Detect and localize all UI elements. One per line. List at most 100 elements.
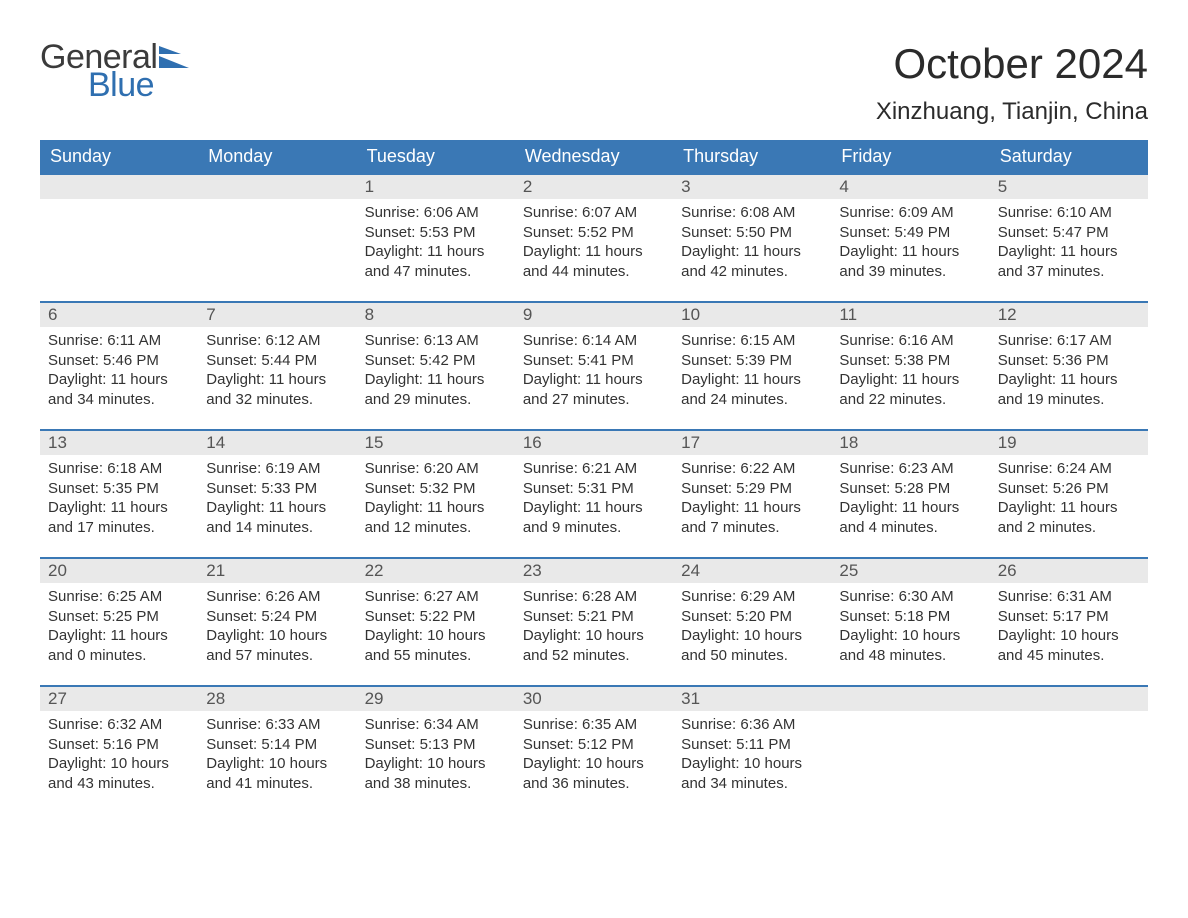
sunrise-line: Sunrise: 6:07 AM <box>523 203 665 223</box>
sunset-line: Sunset: 5:38 PM <box>839 351 981 371</box>
day-body: Sunrise: 6:17 AMSunset: 5:36 PMDaylight:… <box>990 327 1148 423</box>
sunset-line: Sunset: 5:12 PM <box>523 735 665 755</box>
day-body: Sunrise: 6:35 AMSunset: 5:12 PMDaylight:… <box>515 711 673 807</box>
daylight-line-1: Daylight: 10 hours <box>839 626 981 646</box>
day-cell: 6Sunrise: 6:11 AMSunset: 5:46 PMDaylight… <box>40 301 198 429</box>
daylight-line-2: and 27 minutes. <box>523 390 665 410</box>
day-cell: 5Sunrise: 6:10 AMSunset: 5:47 PMDaylight… <box>990 173 1148 301</box>
day-body: Sunrise: 6:13 AMSunset: 5:42 PMDaylight:… <box>357 327 515 423</box>
logo-word-blue: Blue <box>88 68 189 102</box>
sunrise-line: Sunrise: 6:28 AM <box>523 587 665 607</box>
day-cell <box>198 173 356 301</box>
daylight-line-1: Daylight: 10 hours <box>523 754 665 774</box>
day-number: 8 <box>357 303 515 327</box>
day-number: 23 <box>515 559 673 583</box>
sunset-line: Sunset: 5:16 PM <box>48 735 190 755</box>
day-number: 4 <box>831 175 989 199</box>
day-number: 14 <box>198 431 356 455</box>
day-cell: 16Sunrise: 6:21 AMSunset: 5:31 PMDayligh… <box>515 429 673 557</box>
sunrise-line: Sunrise: 6:14 AM <box>523 331 665 351</box>
day-cell: 27Sunrise: 6:32 AMSunset: 5:16 PMDayligh… <box>40 685 198 813</box>
daylight-line-1: Daylight: 11 hours <box>681 370 823 390</box>
sunrise-line: Sunrise: 6:22 AM <box>681 459 823 479</box>
sunrise-line: Sunrise: 6:20 AM <box>365 459 507 479</box>
sunset-line: Sunset: 5:24 PM <box>206 607 348 627</box>
day-cell: 8Sunrise: 6:13 AMSunset: 5:42 PMDaylight… <box>357 301 515 429</box>
day-cell <box>40 173 198 301</box>
sunrise-line: Sunrise: 6:27 AM <box>365 587 507 607</box>
weekday-header-cell: Sunday <box>40 140 198 173</box>
sunset-line: Sunset: 5:21 PM <box>523 607 665 627</box>
daylight-line-2: and 42 minutes. <box>681 262 823 282</box>
day-body: Sunrise: 6:09 AMSunset: 5:49 PMDaylight:… <box>831 199 989 295</box>
week-row: 27Sunrise: 6:32 AMSunset: 5:16 PMDayligh… <box>40 685 1148 813</box>
sunset-line: Sunset: 5:31 PM <box>523 479 665 499</box>
sunset-line: Sunset: 5:52 PM <box>523 223 665 243</box>
weekday-header-cell: Tuesday <box>357 140 515 173</box>
daylight-line-2: and 48 minutes. <box>839 646 981 666</box>
sunrise-line: Sunrise: 6:17 AM <box>998 331 1140 351</box>
day-cell: 10Sunrise: 6:15 AMSunset: 5:39 PMDayligh… <box>673 301 831 429</box>
weekday-header-cell: Monday <box>198 140 356 173</box>
daylight-line-1: Daylight: 10 hours <box>206 754 348 774</box>
daylight-line-2: and 43 minutes. <box>48 774 190 794</box>
day-cell: 29Sunrise: 6:34 AMSunset: 5:13 PMDayligh… <box>357 685 515 813</box>
daylight-line-1: Daylight: 11 hours <box>839 242 981 262</box>
day-number: 3 <box>673 175 831 199</box>
sunrise-line: Sunrise: 6:33 AM <box>206 715 348 735</box>
day-body: Sunrise: 6:26 AMSunset: 5:24 PMDaylight:… <box>198 583 356 679</box>
daylight-line-2: and 9 minutes. <box>523 518 665 538</box>
logo-flag-icon <box>159 46 189 68</box>
day-body: Sunrise: 6:20 AMSunset: 5:32 PMDaylight:… <box>357 455 515 551</box>
daylight-line-1: Daylight: 11 hours <box>206 370 348 390</box>
day-number: 29 <box>357 687 515 711</box>
daylight-line-2: and 34 minutes. <box>48 390 190 410</box>
sunset-line: Sunset: 5:20 PM <box>681 607 823 627</box>
week-row: 20Sunrise: 6:25 AMSunset: 5:25 PMDayligh… <box>40 557 1148 685</box>
sunset-line: Sunset: 5:44 PM <box>206 351 348 371</box>
sunrise-line: Sunrise: 6:10 AM <box>998 203 1140 223</box>
day-body: Sunrise: 6:12 AMSunset: 5:44 PMDaylight:… <box>198 327 356 423</box>
day-cell: 15Sunrise: 6:20 AMSunset: 5:32 PMDayligh… <box>357 429 515 557</box>
daylight-line-1: Daylight: 11 hours <box>365 242 507 262</box>
sunrise-line: Sunrise: 6:31 AM <box>998 587 1140 607</box>
daylight-line-1: Daylight: 10 hours <box>48 754 190 774</box>
day-cell: 20Sunrise: 6:25 AMSunset: 5:25 PMDayligh… <box>40 557 198 685</box>
day-number: 13 <box>40 431 198 455</box>
sunrise-line: Sunrise: 6:23 AM <box>839 459 981 479</box>
day-cell: 2Sunrise: 6:07 AMSunset: 5:52 PMDaylight… <box>515 173 673 301</box>
sunrise-line: Sunrise: 6:24 AM <box>998 459 1140 479</box>
day-cell: 22Sunrise: 6:27 AMSunset: 5:22 PMDayligh… <box>357 557 515 685</box>
daylight-line-1: Daylight: 11 hours <box>681 242 823 262</box>
daylight-line-1: Daylight: 10 hours <box>681 626 823 646</box>
daylight-line-1: Daylight: 11 hours <box>839 498 981 518</box>
daylight-line-2: and 0 minutes. <box>48 646 190 666</box>
day-body: Sunrise: 6:11 AMSunset: 5:46 PMDaylight:… <box>40 327 198 423</box>
day-body: Sunrise: 6:08 AMSunset: 5:50 PMDaylight:… <box>673 199 831 295</box>
day-body: Sunrise: 6:10 AMSunset: 5:47 PMDaylight:… <box>990 199 1148 295</box>
daylight-line-1: Daylight: 11 hours <box>365 370 507 390</box>
day-number: 12 <box>990 303 1148 327</box>
weekday-header-cell: Friday <box>831 140 989 173</box>
sunrise-line: Sunrise: 6:18 AM <box>48 459 190 479</box>
day-body: Sunrise: 6:34 AMSunset: 5:13 PMDaylight:… <box>357 711 515 807</box>
daylight-line-2: and 57 minutes. <box>206 646 348 666</box>
daylight-line-2: and 38 minutes. <box>365 774 507 794</box>
daylight-line-2: and 52 minutes. <box>523 646 665 666</box>
sunrise-line: Sunrise: 6:34 AM <box>365 715 507 735</box>
sunrise-line: Sunrise: 6:09 AM <box>839 203 981 223</box>
sunset-line: Sunset: 5:22 PM <box>365 607 507 627</box>
sunset-line: Sunset: 5:25 PM <box>48 607 190 627</box>
calendar: SundayMondayTuesdayWednesdayThursdayFrid… <box>40 140 1148 813</box>
day-number: 27 <box>40 687 198 711</box>
day-cell: 24Sunrise: 6:29 AMSunset: 5:20 PMDayligh… <box>673 557 831 685</box>
daylight-line-2: and 2 minutes. <box>998 518 1140 538</box>
header: General Blue October 2024 Xinzhuang, Tia… <box>40 40 1148 126</box>
day-cell <box>831 685 989 813</box>
day-number: 28 <box>198 687 356 711</box>
day-cell: 9Sunrise: 6:14 AMSunset: 5:41 PMDaylight… <box>515 301 673 429</box>
day-cell: 26Sunrise: 6:31 AMSunset: 5:17 PMDayligh… <box>990 557 1148 685</box>
day-body: Sunrise: 6:07 AMSunset: 5:52 PMDaylight:… <box>515 199 673 295</box>
sunrise-line: Sunrise: 6:11 AM <box>48 331 190 351</box>
day-number: 16 <box>515 431 673 455</box>
